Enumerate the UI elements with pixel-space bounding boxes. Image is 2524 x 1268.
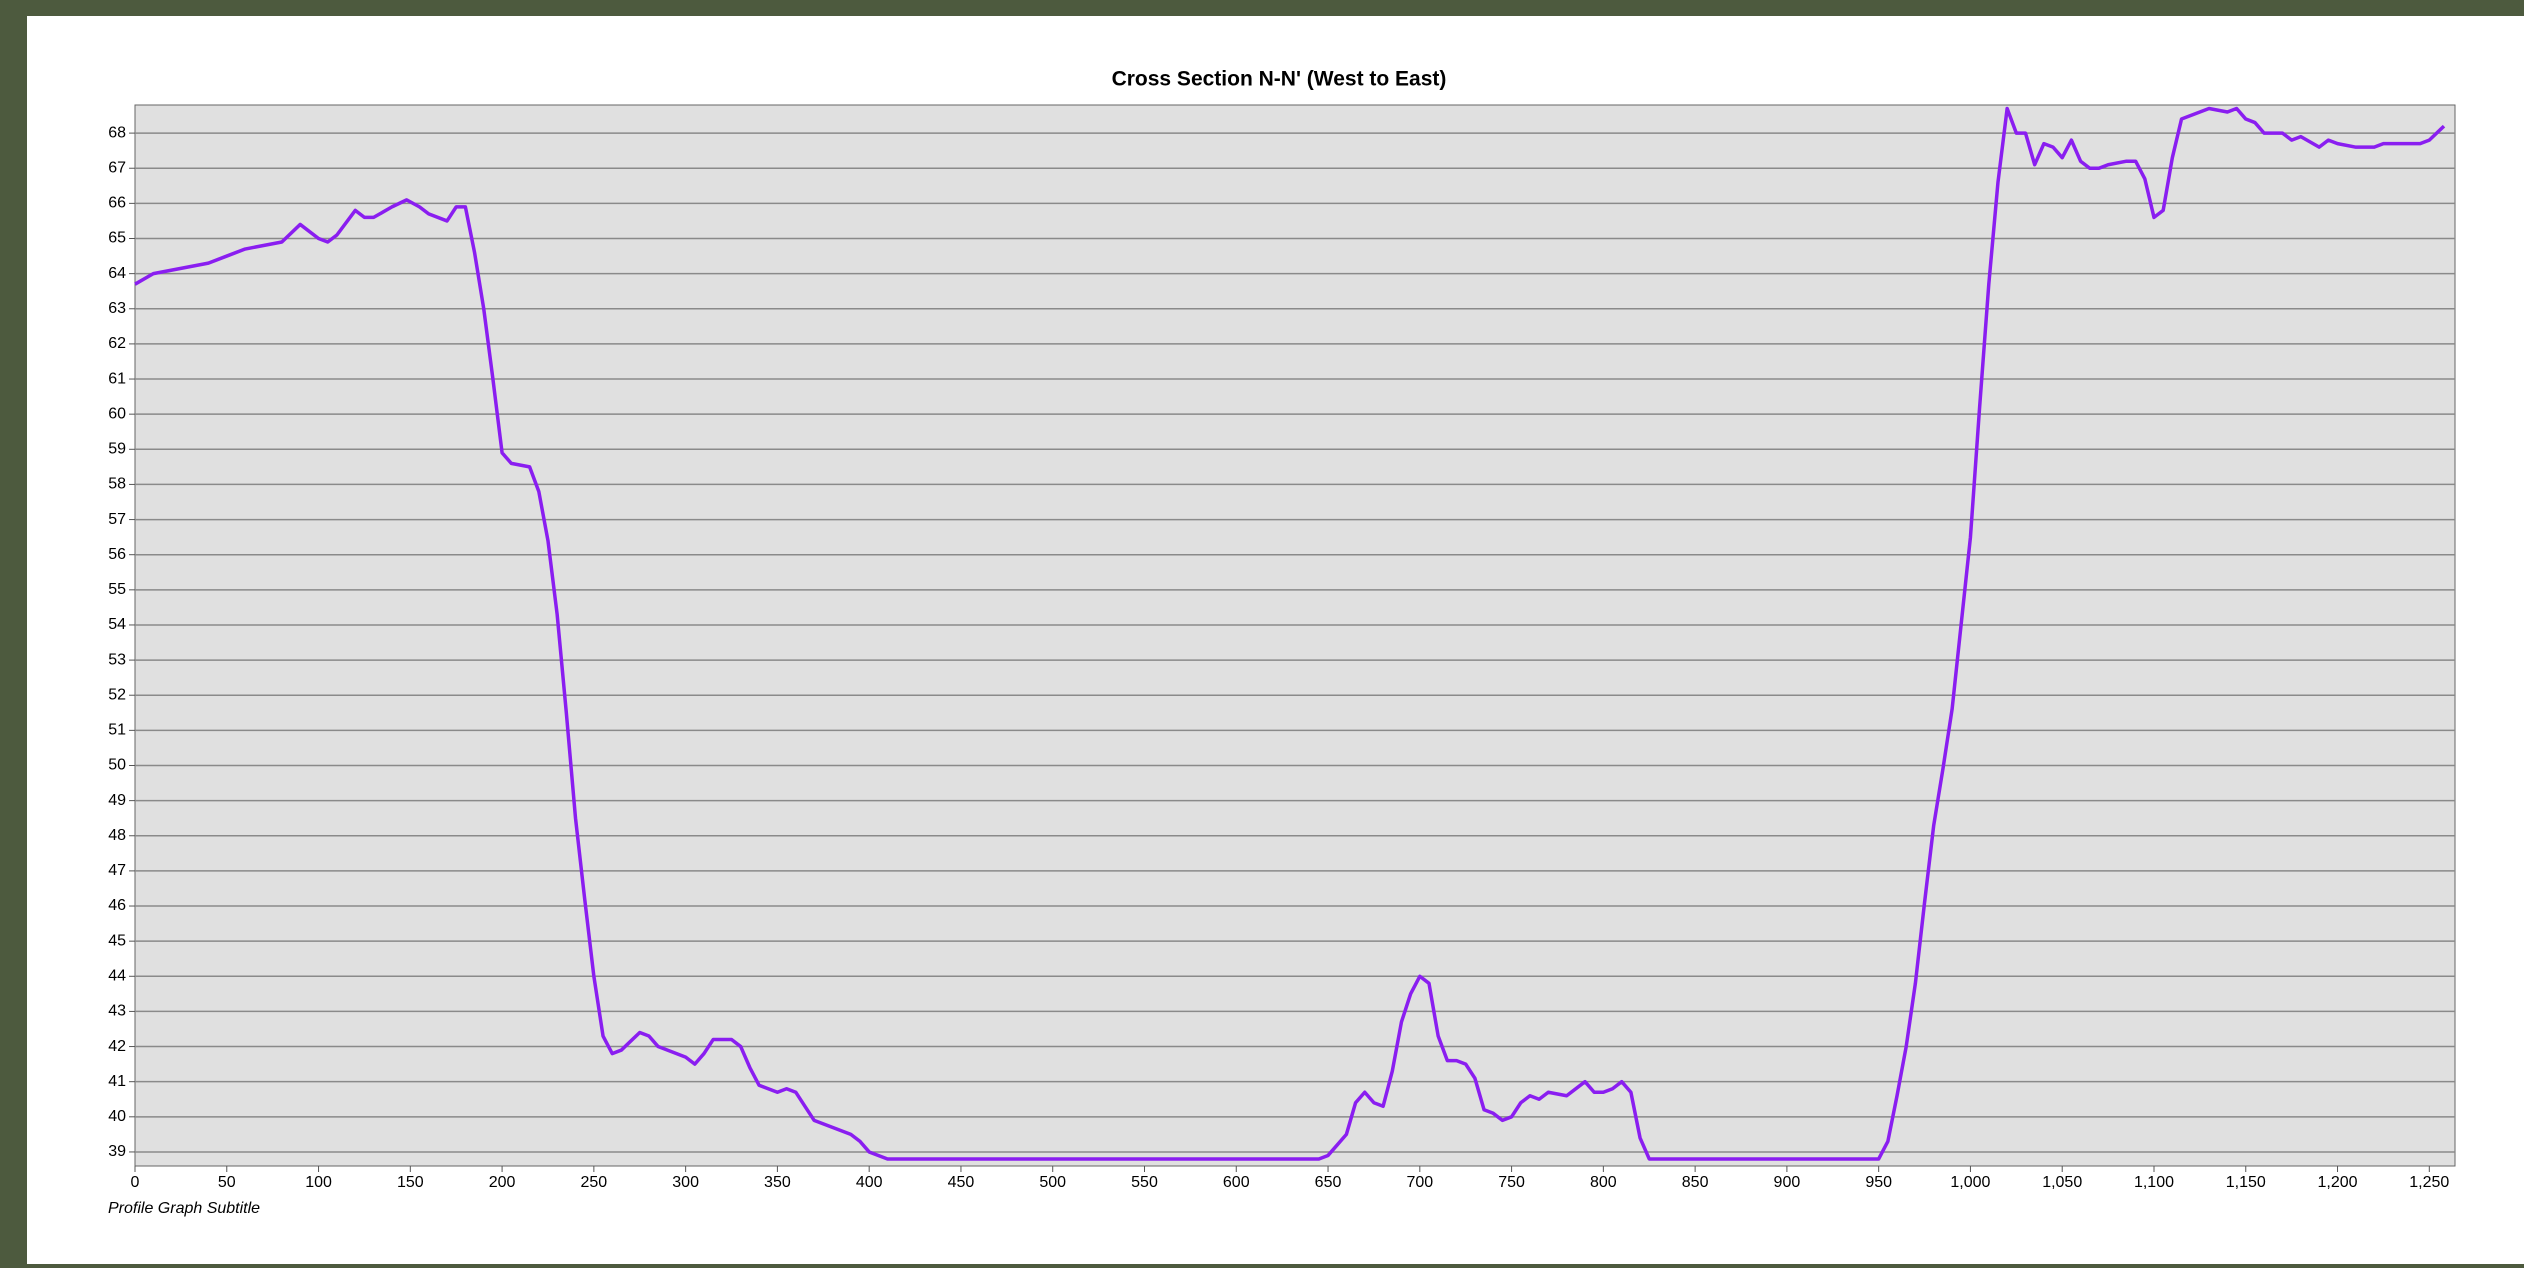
- x-tick-label: 300: [672, 1174, 699, 1191]
- y-tick-label: 41: [108, 1073, 126, 1090]
- y-tick-label: 58: [108, 476, 126, 493]
- x-tick-label: 1,150: [2226, 1174, 2266, 1191]
- x-tick-label: 800: [1590, 1174, 1617, 1191]
- y-tick-label: 64: [108, 265, 126, 282]
- y-tick-label: 54: [108, 616, 126, 633]
- x-tick-label: 550: [1131, 1174, 1158, 1191]
- y-tick-label: 51: [108, 722, 126, 739]
- y-tick-label: 55: [108, 581, 126, 598]
- y-tick-label: 43: [108, 1003, 126, 1020]
- chart-title: Cross Section N-N' (West to East): [1112, 68, 1447, 91]
- y-tick-label: 39: [108, 1143, 126, 1160]
- x-tick-label: 650: [1315, 1174, 1342, 1191]
- y-tick-label: 60: [108, 405, 126, 422]
- x-tick-label: 150: [397, 1174, 424, 1191]
- x-tick-label: 900: [1774, 1174, 1801, 1191]
- x-tick-label: 200: [489, 1174, 516, 1191]
- x-tick-label: 500: [1039, 1174, 1066, 1191]
- x-tick-label: 700: [1406, 1174, 1433, 1191]
- x-tick-label: 250: [581, 1174, 608, 1191]
- y-tick-label: 57: [108, 511, 126, 528]
- y-tick-label: 62: [108, 335, 126, 352]
- y-tick-label: 42: [108, 1038, 126, 1055]
- chart-subtitle: Profile Graph Subtitle: [108, 1200, 260, 1217]
- y-tick-label: 66: [108, 195, 126, 212]
- x-tick-label: 950: [1865, 1174, 1892, 1191]
- x-tick-label: 1,000: [1950, 1174, 1990, 1191]
- x-tick-label: 100: [305, 1174, 332, 1191]
- x-tick-label: 400: [856, 1174, 883, 1191]
- y-tick-label: 65: [108, 230, 126, 247]
- y-tick-label: 63: [108, 300, 126, 317]
- y-tick-label: 56: [108, 546, 126, 563]
- x-tick-label: 1,050: [2042, 1174, 2082, 1191]
- y-tick-label: 45: [108, 932, 126, 949]
- plot-area: [135, 105, 2455, 1166]
- screen: Cross Section N-N' (West to East) Profil…: [0, 0, 2524, 1268]
- x-tick-label: 600: [1223, 1174, 1250, 1191]
- y-tick-label: 53: [108, 651, 126, 668]
- x-tick-label: 450: [948, 1174, 975, 1191]
- x-tick-label: 0: [131, 1174, 140, 1191]
- y-tick-label: 40: [108, 1108, 126, 1125]
- x-tick-label: 350: [764, 1174, 791, 1191]
- y-tick-label: 52: [108, 686, 126, 703]
- x-tick-label: 50: [218, 1174, 236, 1191]
- y-tick-label: 48: [108, 827, 126, 844]
- y-tick-label: 50: [108, 757, 126, 774]
- y-tick-label: 59: [108, 441, 126, 458]
- y-tick-label: 67: [108, 159, 126, 176]
- x-tick-label: 850: [1682, 1174, 1709, 1191]
- y-tick-label: 44: [108, 968, 126, 985]
- x-tick-label: 1,200: [2318, 1174, 2358, 1191]
- y-tick-label: 47: [108, 862, 126, 879]
- y-tick-label: 46: [108, 897, 126, 914]
- x-tick-label: 1,100: [2134, 1174, 2174, 1191]
- y-tick-label: 49: [108, 792, 126, 809]
- x-tick-label: 750: [1498, 1174, 1525, 1191]
- x-tick-label: 1,250: [2409, 1174, 2449, 1191]
- y-tick-label: 68: [108, 124, 126, 141]
- y-tick-label: 61: [108, 370, 126, 387]
